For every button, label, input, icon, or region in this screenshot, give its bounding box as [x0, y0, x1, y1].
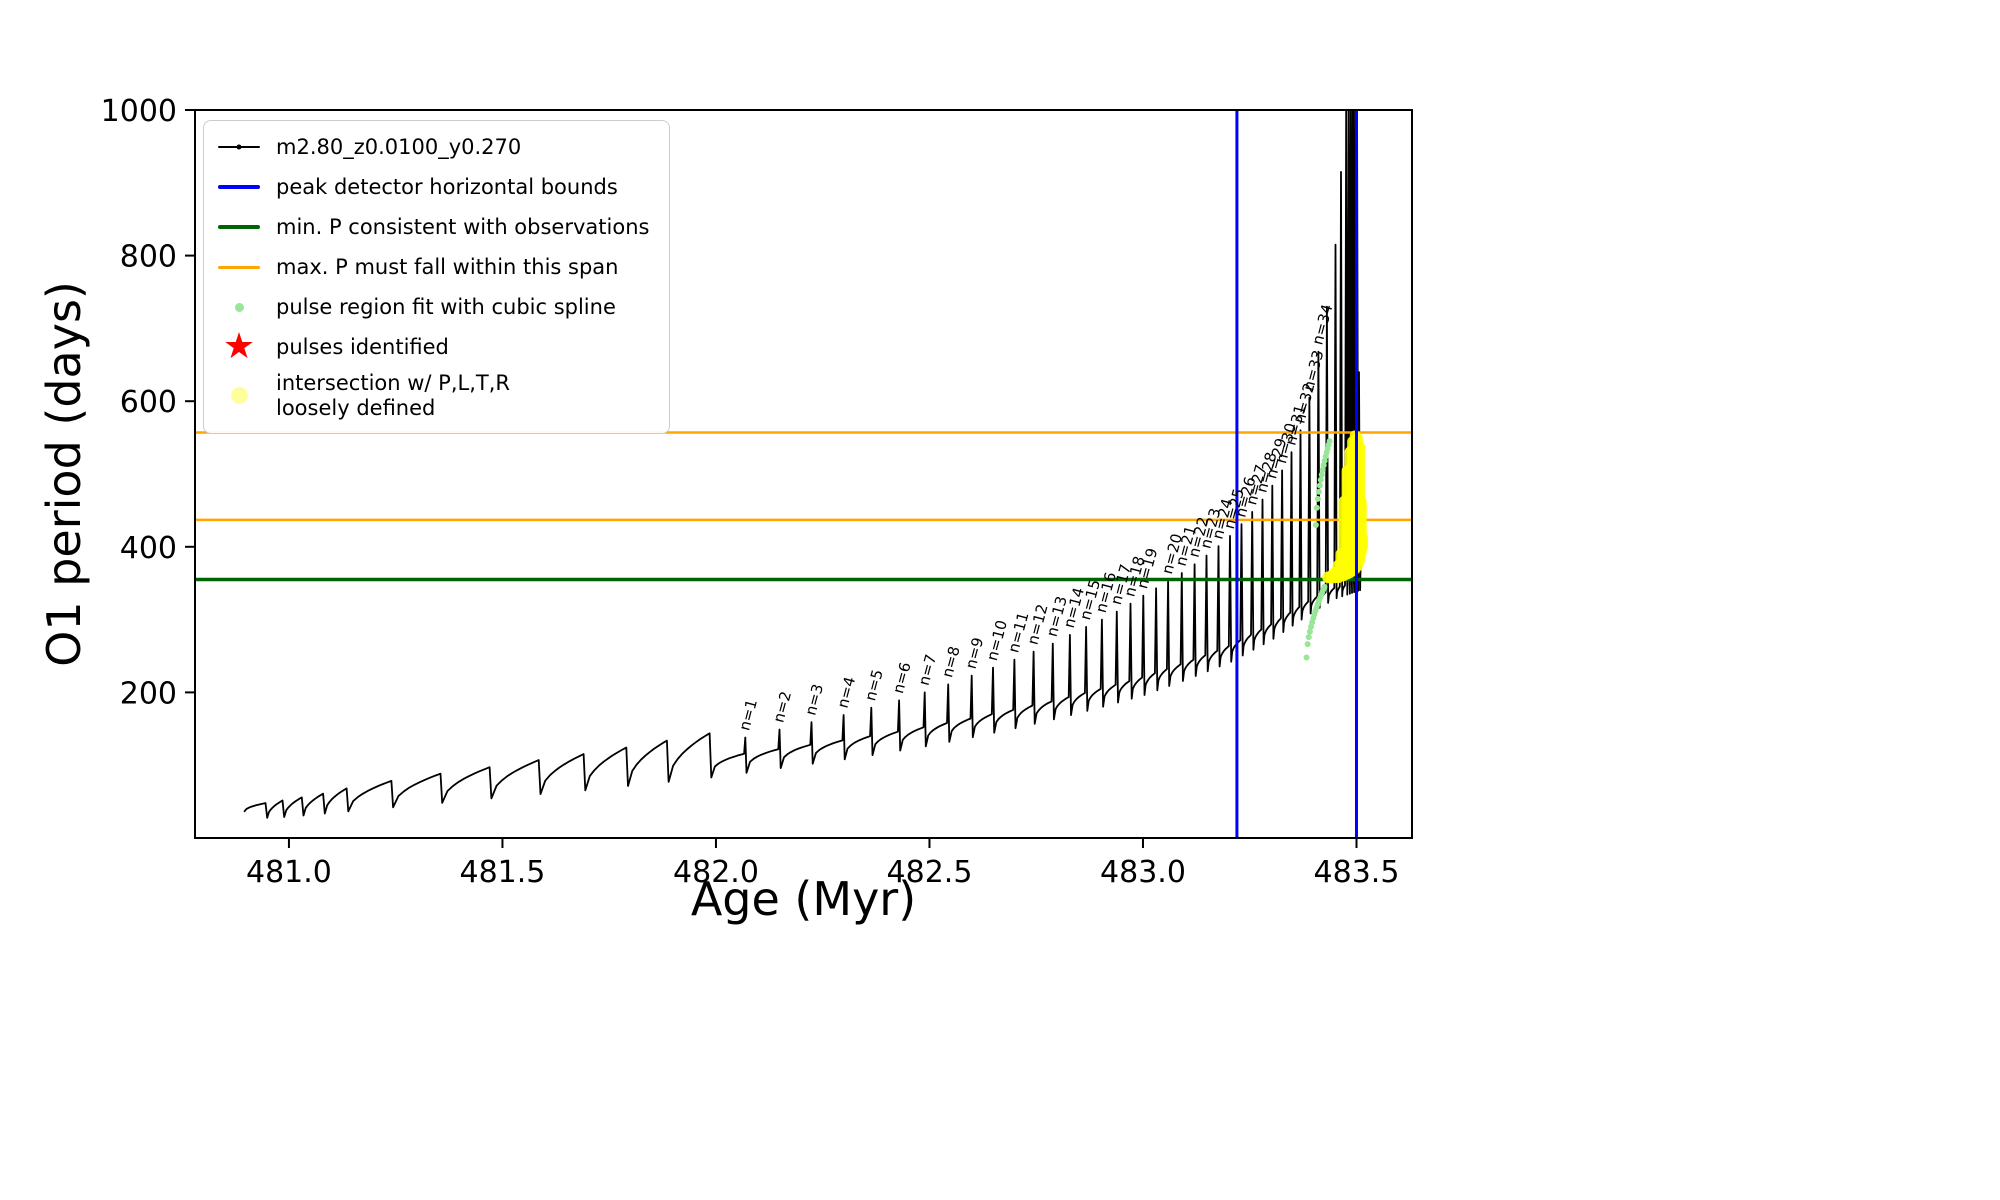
legend-line-marker: [216, 171, 262, 203]
spline-fit-dot: [1318, 471, 1325, 478]
y-tick-label: 800: [120, 240, 177, 275]
x-tick-label: 482.5: [887, 855, 973, 890]
legend-entry-label: pulse region fit with cubic spline: [276, 294, 616, 319]
legend-entry: min. P consistent with observations: [216, 211, 649, 243]
legend-entry: m2.80_z0.0100_y0.270: [216, 131, 649, 163]
x-tick-label: 483.0: [1100, 855, 1186, 890]
pulse-label: n=1: [735, 697, 761, 732]
line-sample-icon: [218, 185, 260, 189]
legend-entry-label: min. P consistent with observations: [276, 214, 650, 239]
x-tick-label: 481.0: [246, 855, 332, 890]
x-axis-title: Age (Myr): [690, 872, 917, 926]
y-tick-label: 1000: [101, 94, 177, 129]
spline-fit-dot: [1319, 466, 1326, 473]
spline-fit-dot: [1315, 488, 1322, 495]
legend-line-marker: [216, 211, 262, 243]
y-tick-label: 600: [120, 385, 177, 420]
pulse-label: n=8: [938, 644, 964, 679]
legend-entry: peak detector horizontal bounds: [216, 171, 649, 203]
spline-fit-dot: [1326, 438, 1333, 445]
x-tick-label: 482.0: [673, 855, 759, 890]
dot-marker-icon: [236, 144, 242, 150]
pulse-label: n=4: [834, 675, 860, 710]
pulse-label: n=33: [1299, 348, 1327, 392]
legend-entry-label: m2.80_z0.0100_y0.270: [276, 134, 522, 159]
line-sample-icon: [218, 265, 260, 269]
pulse-label: n=3: [801, 682, 827, 717]
legend-entry: intersection w/ P,L,T,R loosely defined: [216, 371, 649, 421]
intersection-region-marker: [1356, 532, 1368, 553]
dot-marker-icon: [234, 302, 244, 312]
pulse-label: n=6: [889, 660, 915, 695]
pulse-label: n=5: [861, 668, 887, 703]
pulse-label: n=19: [1133, 546, 1161, 590]
legend-dot-marker: [216, 291, 262, 323]
spline-fit-dot: [1313, 504, 1320, 511]
spline-fit-dot: [1321, 583, 1328, 590]
y-tick-label: 400: [120, 531, 177, 566]
star-icon: ★: [222, 326, 256, 367]
legend-entry: pulse region fit with cubic spline: [216, 291, 649, 323]
spline-fit-dot: [1317, 476, 1324, 483]
pulse-label: n=2: [769, 689, 795, 724]
legend-entry-label: pulses identified: [276, 334, 449, 359]
track-line: [243, 110, 1364, 819]
x-tick-label: 483.5: [1314, 855, 1400, 890]
line-sample-icon: [218, 225, 260, 229]
spline-fit-dot: [1314, 495, 1321, 502]
spline-fit-dot: [1303, 654, 1310, 661]
spline-fit-dot: [1305, 634, 1312, 641]
legend-dot-marker: [216, 380, 262, 412]
legend-line-marker: [216, 251, 262, 283]
y-tick-label: 200: [120, 676, 177, 711]
spline-fit-dot: [1306, 628, 1313, 635]
spline-fit-dot: [1316, 482, 1323, 489]
pulse-label: n=7: [915, 652, 941, 687]
legend-entry-label: peak detector horizontal bounds: [276, 174, 618, 199]
dot-marker-icon: [230, 387, 248, 405]
legend-entry: max. P must fall within this span: [216, 251, 649, 283]
pulse-label: n=34: [1308, 302, 1336, 346]
legend-entry-label: max. P must fall within this span: [276, 254, 619, 279]
legend-entry: ★ pulses identified: [216, 326, 649, 367]
x-tick-label: 481.5: [460, 855, 546, 890]
y-axis-title: O1 period (days): [37, 281, 91, 667]
legend-star-marker: ★: [216, 326, 262, 367]
legend-entry-label: intersection w/ P,L,T,R loosely defined: [276, 371, 510, 420]
spline-fit-dot: [1304, 641, 1311, 648]
axes-spines: [194, 109, 1413, 839]
spline-fit-dot: [1312, 521, 1319, 528]
legend-line-marker: [216, 131, 262, 163]
